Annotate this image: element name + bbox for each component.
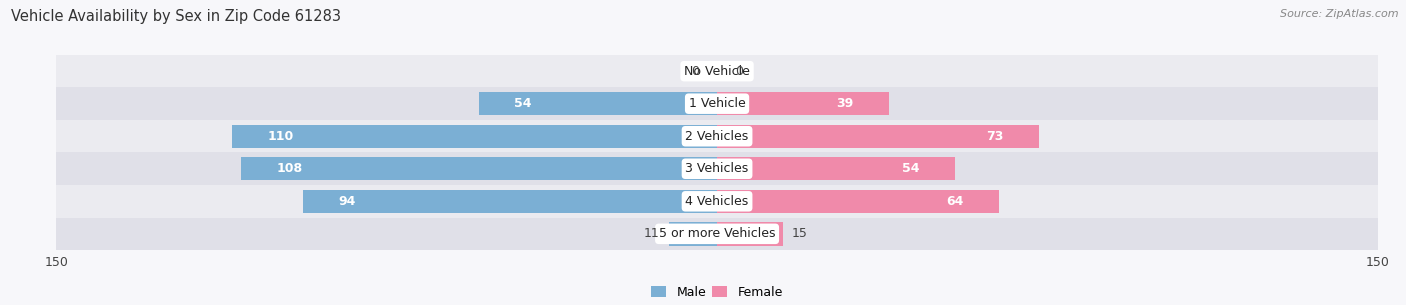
Bar: [717, 190, 1000, 213]
Bar: [242, 157, 717, 181]
Text: 11: 11: [644, 227, 659, 240]
Text: 94: 94: [339, 195, 356, 208]
Text: 54: 54: [515, 97, 531, 110]
Bar: [669, 222, 717, 246]
Text: 108: 108: [277, 162, 302, 175]
Text: No Vehicle: No Vehicle: [685, 65, 749, 78]
Text: 4 Vehicles: 4 Vehicles: [686, 195, 748, 208]
Bar: [232, 124, 717, 148]
Bar: [717, 157, 955, 181]
Text: 73: 73: [986, 130, 1004, 143]
Text: 0: 0: [735, 65, 742, 78]
Bar: [56, 185, 1378, 217]
Bar: [56, 217, 1378, 250]
Text: 2 Vehicles: 2 Vehicles: [686, 130, 748, 143]
Bar: [717, 92, 889, 115]
Bar: [56, 88, 1378, 120]
Text: 110: 110: [267, 130, 294, 143]
Text: 15: 15: [792, 227, 808, 240]
Bar: [56, 55, 1378, 88]
Bar: [302, 190, 717, 213]
Text: 54: 54: [903, 162, 920, 175]
Bar: [56, 152, 1378, 185]
Legend: Male, Female: Male, Female: [651, 285, 783, 299]
Text: 1 Vehicle: 1 Vehicle: [689, 97, 745, 110]
Text: Source: ZipAtlas.com: Source: ZipAtlas.com: [1281, 9, 1399, 19]
Text: 0: 0: [692, 65, 699, 78]
Text: 5 or more Vehicles: 5 or more Vehicles: [659, 227, 775, 240]
Text: 3 Vehicles: 3 Vehicles: [686, 162, 748, 175]
Bar: [717, 124, 1039, 148]
Text: 64: 64: [946, 195, 963, 208]
Text: Vehicle Availability by Sex in Zip Code 61283: Vehicle Availability by Sex in Zip Code …: [11, 9, 342, 24]
Text: 39: 39: [837, 97, 853, 110]
Bar: [717, 222, 783, 246]
Bar: [56, 120, 1378, 152]
Bar: [479, 92, 717, 115]
